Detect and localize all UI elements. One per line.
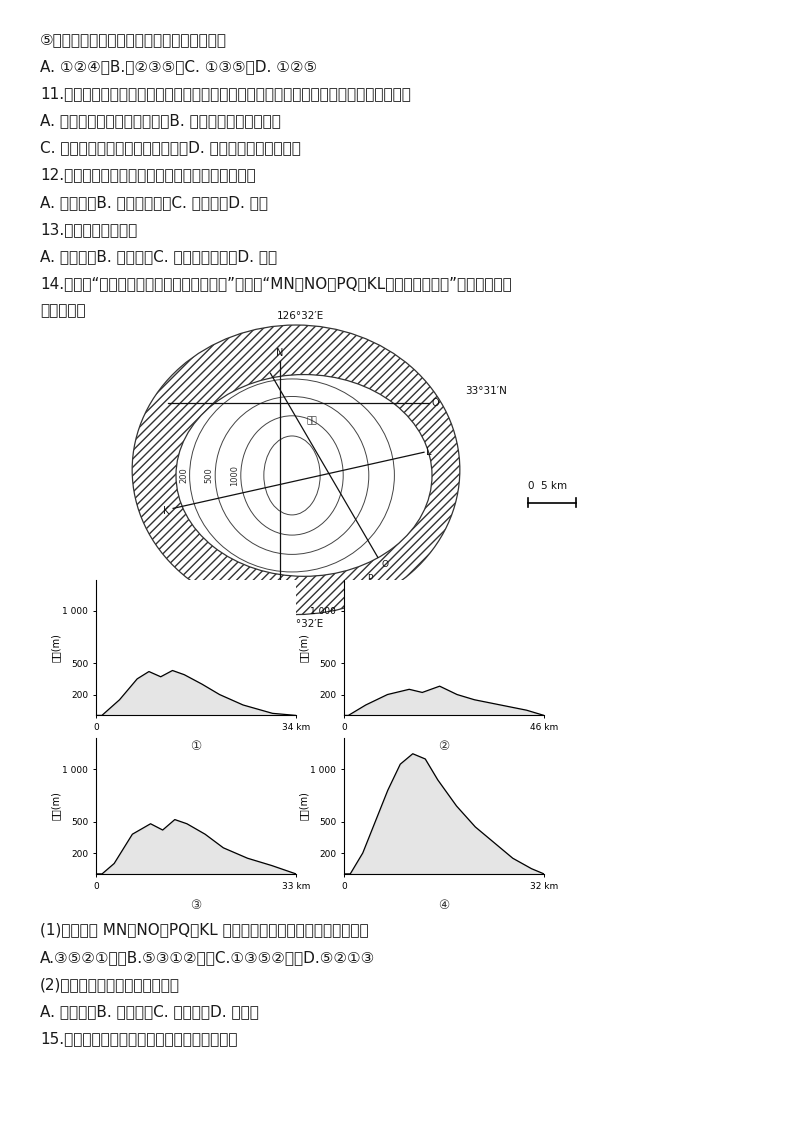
Text: 济州: 济州 xyxy=(306,417,318,426)
Text: A. ①②④　B.　②③⑤　C. ①③⑤　D. ①②⑤: A. ①②④ B. ②③⑤ C. ①③⑤ D. ①②⑤ xyxy=(40,59,317,74)
Text: M: M xyxy=(272,588,280,598)
Text: L: L xyxy=(426,447,432,457)
Text: 126°32′E: 126°32′E xyxy=(276,310,324,320)
Y-axis label: 海拔(m): 海拔(m) xyxy=(51,791,61,821)
Text: A. 禁止人们在沈海居住　　　B. 建立灾情监测预警系统: A. 禁止人们在沈海居住 B. 建立灾情监测预警系统 xyxy=(40,113,281,128)
Text: A.③⑤②①　　B.⑤③①②　　C.①③⑤②　　D.⑤②①③: A.③⑤②① B.⑤③①② C.①③⑤② D.⑤②①③ xyxy=(40,950,375,964)
Text: A. 暖流　　B. 河流注入　　C. 降水　　D. 蔧发: A. 暖流 B. 河流注入 C. 降水 D. 蔧发 xyxy=(40,195,268,209)
Text: 1000: 1000 xyxy=(230,465,239,486)
Text: ①: ① xyxy=(190,740,202,753)
Text: 500: 500 xyxy=(205,468,214,483)
Text: ②: ② xyxy=(438,740,450,753)
Ellipse shape xyxy=(264,436,320,515)
Text: 200: 200 xyxy=(179,468,188,483)
Text: ⑤建筑布局不合理，对旅游区造成严重水污染: ⑤建筑布局不合理，对旅游区造成严重水污染 xyxy=(40,32,227,46)
Text: O: O xyxy=(381,560,388,568)
Text: P: P xyxy=(367,574,373,583)
Ellipse shape xyxy=(176,375,432,576)
Text: 15.下列地理事物或现象属于板块张裂形成的是: 15.下列地理事物或现象属于板块张裂形成的是 xyxy=(40,1031,238,1046)
Text: 13.唷连区位于（　）: 13.唷连区位于（ ） xyxy=(40,222,138,237)
Text: 12.能使海水的温度和盐度都增大的因素是（　　）: 12.能使海水的温度和盐度都增大的因素是（ ） xyxy=(40,168,256,182)
Text: (1)与剖面线 MN、NO、PQ、KL 相对应的地形剖面图依次是（　　）: (1)与剖面线 MN、NO、PQ、KL 相对应的地形剖面图依次是（ ） xyxy=(40,923,369,937)
Text: O: O xyxy=(431,398,439,409)
Text: A. 黄海　　B. 湤海　　C. 南海　　D. 日本海: A. 黄海 B. 湤海 C. 南海 D. 日本海 xyxy=(40,1004,259,1019)
Text: 11.海噚会使沈岸若干国家遭受巨大灾难，对海噚灾害，合理有效的防灾减灾措施是（　）: 11.海噚会使沈岸若干国家遭受巨大灾难，对海噚灾害，合理有效的防灾减灾措施是（ … xyxy=(40,86,411,101)
Text: C. 在海岸复种红树林保护海岸　　D. 增高海岸堤防围海造陌: C. 在海岸复种红树林保护海岸 D. 增高海岸堤防围海造陌 xyxy=(40,140,301,155)
Text: ④: ④ xyxy=(438,899,450,911)
Text: 33°31′N: 33°31′N xyxy=(465,386,507,396)
Text: (2)济州岛以西海域属于（　　）: (2)济州岛以西海域属于（ ） xyxy=(40,977,180,992)
Text: 126°32′E: 126°32′E xyxy=(276,619,324,629)
Text: A. 内水　　B. 领海　　C. 专属经济区　　D. 公海: A. 内水 B. 领海 C. 专属经济区 D. 公海 xyxy=(40,249,277,264)
Y-axis label: 海拔(m): 海拔(m) xyxy=(299,633,309,662)
Text: ③: ③ xyxy=(190,899,202,911)
Ellipse shape xyxy=(241,415,343,535)
Text: 下列问题。: 下列问题。 xyxy=(40,303,86,318)
Text: K: K xyxy=(162,506,169,516)
Text: N: N xyxy=(276,348,284,358)
Ellipse shape xyxy=(190,379,394,572)
Ellipse shape xyxy=(132,325,460,615)
Ellipse shape xyxy=(215,396,369,555)
Y-axis label: 海拔(m): 海拔(m) xyxy=(299,791,309,821)
Text: 14.下图是“韩国南端济州岛的等高线地形图”和图中“MN、NO、PQ、KL线的地形剖面图”。读图，完成: 14.下图是“韩国南端济州岛的等高线地形图”和图中“MN、NO、PQ、KL线的地… xyxy=(40,276,512,291)
Y-axis label: 海拔(m): 海拔(m) xyxy=(51,633,61,662)
Text: 0  5 km: 0 5 km xyxy=(528,481,567,491)
